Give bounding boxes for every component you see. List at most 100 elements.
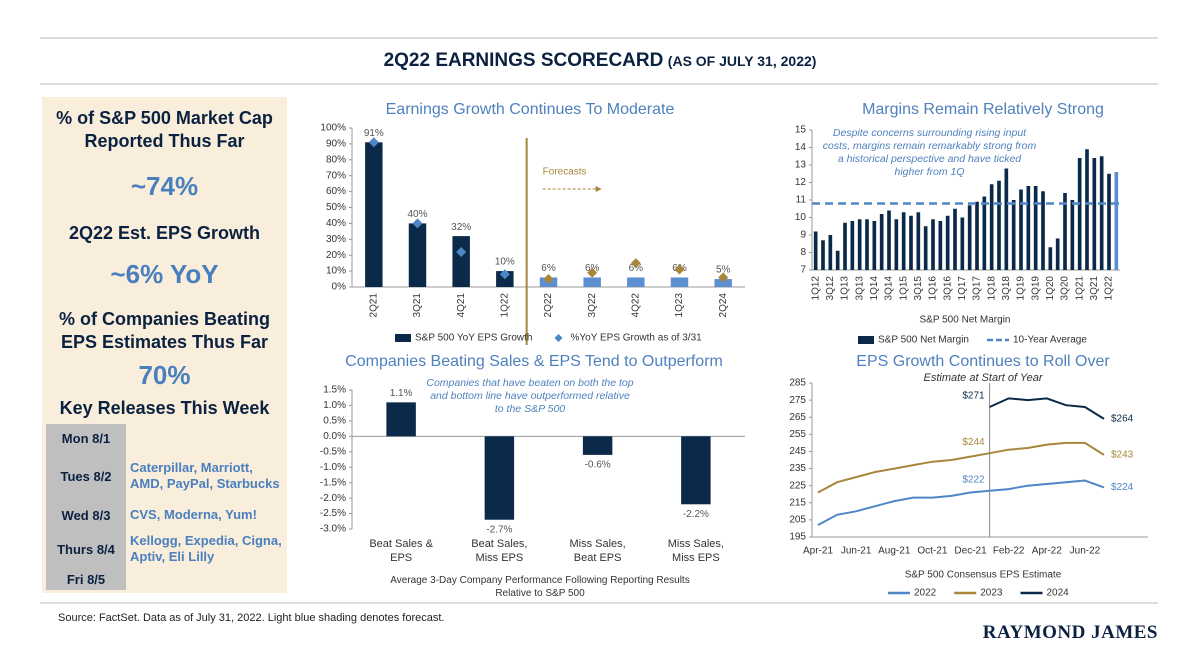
x-axis-title: S&P 500 Net Margin [920,315,1011,326]
release-row: Fri 8/5 [46,568,287,590]
legend-swatch [858,336,874,344]
bar [1085,149,1089,270]
bar [484,436,515,520]
x-tick-label: 1Q17 [957,276,968,301]
y-tick-label: 40% [326,218,346,229]
y-tick-label: 9 [800,230,806,241]
bar [1041,191,1045,270]
y-tick-label: -2.5% [320,508,346,519]
legend-label: 2024 [1047,588,1070,599]
data-label: -2.7% [486,524,512,535]
x-tick-label: 3Q16 [942,276,953,301]
y-tick-label: 11 [796,195,807,206]
bar [365,142,383,287]
y-tick-label: 255 [789,429,806,440]
stat-label: 2Q22 Est. EPS Growth [68,223,261,243]
bar [670,277,689,287]
data-label: 1.1% [390,388,413,399]
x-tick-label: 1Q15 [898,276,909,301]
data-label: -2.2% [683,509,709,520]
release-companies: CVS, Moderna, Yum! [130,507,257,522]
x-tick-label: Feb-22 [993,546,1025,557]
data-label: $222 [962,474,985,485]
bar [821,240,825,270]
page-title: 2Q22 EARNINGS SCORECARD (AS OF JULY 31, … [0,50,1200,72]
bar [865,219,869,270]
release-day: Tues 8/2 [46,452,126,500]
x-tick-label: 1Q23 [674,293,685,318]
x-tick-label: 3Q22 [587,293,598,318]
x-tick-label: Miss Sales, Beat EPS [569,538,626,564]
bar [923,226,928,270]
y-tick-label: 50% [326,202,346,213]
data-label: $224 [1111,482,1134,493]
bar [953,208,957,270]
chart-title: Margins Remain Relatively Strong [862,101,1104,118]
data-label: $271 [962,391,985,402]
x-tick-label: Miss Sales, Miss EPS [667,538,724,564]
y-tick-label: -1.0% [320,462,346,473]
y-tick-label: -3.0% [320,524,346,535]
annotation: Despite concerns surrounding rising inpu… [822,127,1037,178]
x-tick-label: Beat Sales, Miss EPS [471,538,528,564]
bar [916,212,921,270]
x-tick-label: 3Q14 [884,276,895,301]
bar [909,215,913,270]
y-tick-label: 70% [326,170,346,181]
data-label: $244 [962,437,985,448]
data-label: 40% [407,209,427,220]
bar [901,212,906,270]
release-row: Tues 8/2 Caterpillar, Marriott, AMD, PayP… [46,452,287,500]
bar [813,231,818,270]
data-label: 10% [495,257,515,268]
release-day: Fri 8/5 [46,568,126,590]
legend-label: 2023 [980,588,1003,599]
bar [1099,156,1104,270]
bar [1114,172,1119,270]
stat-label: % of S&P 500 Market Cap Reported Thus Fa… [56,108,273,151]
x-tick-label: 2Q22 [543,293,554,318]
x-tick-label: 3Q15 [913,276,924,301]
data-label: $243 [1111,450,1134,461]
releases-table: Mon 8/1 Tues 8/2 Caterpillar, Marriott, AM… [46,424,287,590]
y-tick-label: 30% [326,234,346,245]
x-tick-label: 4Q21 [456,293,467,318]
legend-label: 10-Year Average [1013,335,1087,346]
bar [879,214,884,270]
y-tick-label: 225 [789,480,806,491]
data-label: 32% [451,222,471,233]
x-tick-label: 1Q16 [928,276,939,301]
y-tick-label: 0% [332,282,347,293]
y-tick-label: 60% [326,186,346,197]
marker [368,137,379,148]
bar [850,221,855,270]
bar [1107,173,1111,270]
x-tick-label: Aug-21 [878,546,911,557]
legend-label: S&P 500 YoY EPS Growth [415,333,533,344]
bar [583,277,601,287]
bar [1048,247,1053,270]
release-row: Thurs 8/4 Kellogg, Expedia, Cigna, Aptiv,… [46,530,287,568]
legend-swatch [395,334,411,342]
x-tick-label: 1Q19 [1016,276,1027,301]
x-tick-label: 3Q19 [1030,276,1041,301]
summary-panel: % of S&P 500 Market Cap Reported Thus Fa… [42,97,287,593]
x-tick-label: Beat Sales & EPS [369,538,433,564]
data-label: $264 [1111,414,1134,425]
stat-value: ~6% YoY [110,259,219,289]
bar [1033,186,1038,270]
forecast-arrowhead [595,186,602,192]
x-tick-label: 1Q21 [1074,276,1085,301]
stat-value: ~74% [130,171,199,201]
y-tick-label: 90% [326,139,346,150]
data-label: 6% [541,263,556,274]
bar [1063,193,1067,270]
y-tick-label: 15 [795,125,807,136]
data-label: 6% [629,263,644,274]
annotation: Forecasts [543,167,587,178]
legend-label: S&P 500 Net Margin [878,335,969,346]
marker [630,258,641,269]
bar [967,205,972,270]
bar [386,402,416,437]
